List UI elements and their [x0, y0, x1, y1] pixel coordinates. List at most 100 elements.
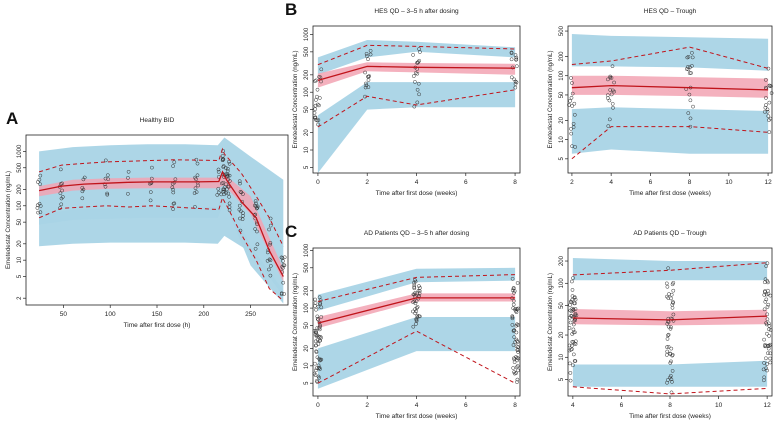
observed-point	[763, 299, 768, 304]
observed-point	[417, 289, 422, 293]
observed-point	[38, 182, 42, 187]
observed-point	[767, 130, 772, 134]
observed-point	[415, 100, 420, 105]
observed-point	[763, 290, 767, 294]
x-tick-label: 12	[764, 402, 772, 409]
y-tick-label: 50	[304, 106, 310, 113]
observed-point	[513, 340, 517, 345]
observed-point	[105, 191, 109, 196]
observed-point	[510, 276, 515, 281]
observed-point	[570, 91, 575, 96]
observed-point	[688, 98, 693, 103]
panel-label-b: B	[285, 0, 297, 19]
observed-point	[282, 292, 286, 296]
observed-point	[511, 286, 516, 290]
observed-point	[313, 333, 318, 337]
observed-point	[268, 241, 273, 245]
observed-point	[172, 180, 177, 185]
observed-point	[220, 158, 225, 162]
observed-point	[126, 169, 131, 174]
observed-point	[314, 78, 318, 83]
observed-point	[515, 380, 519, 384]
y-tick-label: 5	[304, 165, 310, 169]
observed-point	[514, 371, 518, 375]
observed-point	[509, 57, 514, 62]
observed-point	[126, 176, 130, 180]
observed-point	[267, 227, 271, 232]
observed-point	[223, 166, 228, 170]
observed-point	[569, 309, 574, 314]
observed-point	[281, 280, 286, 285]
observed-point	[237, 179, 242, 184]
x-axis-label: Time after first dose (weeks)	[376, 190, 458, 197]
observed-point	[510, 65, 515, 70]
x-tick-label: 6	[620, 402, 624, 409]
observed-point	[316, 342, 321, 346]
observed-point	[171, 201, 176, 206]
observed-point	[573, 359, 578, 363]
observed-point	[610, 64, 615, 69]
series-line-1	[572, 262, 768, 276]
observed-point	[268, 273, 273, 278]
observed-point	[227, 159, 231, 164]
prediction-band-0	[571, 34, 769, 71]
observed-point	[415, 315, 420, 320]
observed-point	[606, 96, 610, 101]
observed-point	[665, 380, 669, 385]
observed-point	[411, 324, 416, 329]
observed-point	[515, 364, 520, 368]
observed-point	[511, 302, 516, 307]
observed-point	[511, 343, 516, 347]
observed-point	[664, 353, 669, 357]
observed-point	[238, 181, 242, 186]
observed-point	[766, 288, 770, 293]
observed-point	[194, 190, 199, 194]
observed-point	[225, 166, 230, 171]
y-tick-label: 200	[17, 184, 23, 195]
y-axis-label: Emetedestat Concentration (ng/mL)	[5, 171, 12, 269]
observed-point	[569, 95, 574, 100]
observed-point	[412, 285, 417, 290]
observed-point	[314, 349, 319, 354]
observed-point	[315, 94, 319, 99]
plot-frame	[567, 25, 773, 174]
observed-point	[415, 87, 420, 92]
series-line-2	[571, 126, 769, 160]
observed-point	[763, 105, 768, 110]
observed-point	[569, 131, 574, 136]
observed-point	[267, 267, 271, 272]
observed-point	[267, 257, 272, 262]
observed-point	[665, 345, 669, 349]
observed-point	[572, 330, 577, 335]
observed-point	[670, 305, 675, 310]
observed-point	[221, 187, 226, 192]
observed-point	[666, 324, 671, 329]
observed-point	[38, 173, 43, 178]
observed-point	[315, 380, 320, 384]
y-tick-label: 2	[17, 296, 23, 300]
x-tick-label: 4	[415, 402, 419, 409]
series-line-1	[317, 274, 516, 302]
observed-point	[666, 332, 671, 337]
observed-point	[687, 71, 692, 75]
observed-point	[570, 81, 574, 85]
observed-point	[669, 292, 674, 297]
y-tick-label: 5	[304, 381, 310, 385]
observed-point	[669, 296, 673, 301]
observed-point	[171, 190, 176, 195]
observed-point	[363, 70, 367, 75]
observed-point	[416, 81, 421, 86]
y-tick-label: 200	[559, 51, 565, 62]
observed-point	[216, 170, 221, 174]
observed-point	[238, 189, 243, 194]
chart-title: AD Patients QD – 3–5 h after dosing	[364, 230, 470, 237]
observed-point	[512, 77, 517, 82]
x-tick-label: 8	[688, 179, 692, 186]
observed-point	[315, 87, 320, 92]
observed-point	[514, 330, 519, 335]
series-line-2	[317, 330, 516, 384]
observed-point	[514, 57, 518, 62]
observed-point	[37, 201, 42, 206]
observed-point	[765, 368, 769, 373]
observed-point	[59, 202, 64, 207]
